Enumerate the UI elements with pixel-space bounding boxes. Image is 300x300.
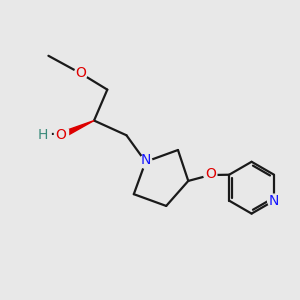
Text: H: H <box>37 128 48 142</box>
Text: ·: · <box>50 126 55 144</box>
Circle shape <box>204 169 217 182</box>
Text: N: N <box>140 153 151 167</box>
Circle shape <box>139 155 152 168</box>
Text: O: O <box>75 66 86 80</box>
Text: O: O <box>205 167 216 181</box>
Circle shape <box>268 194 281 207</box>
Text: O: O <box>55 128 66 142</box>
Polygon shape <box>60 121 94 138</box>
Circle shape <box>74 67 87 80</box>
Text: N: N <box>269 194 279 208</box>
Bar <box>34 129 68 142</box>
